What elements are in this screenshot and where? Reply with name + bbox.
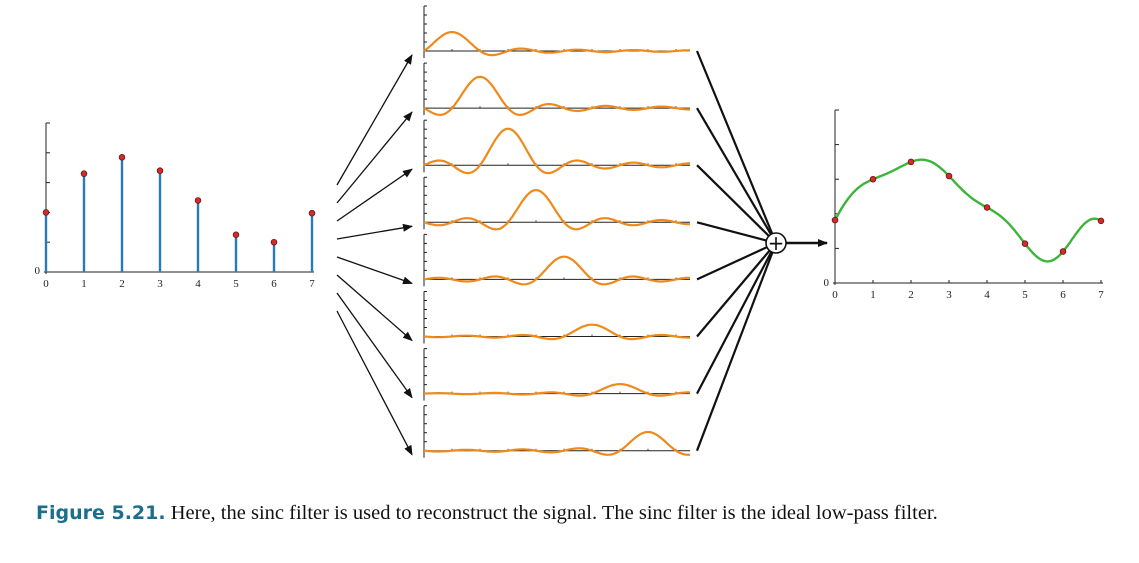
figure-caption: Figure 5.21. Here, the sinc filter is us…	[36, 500, 1136, 526]
output-x-tick-label: 4	[984, 289, 990, 301]
fan-arrow	[336, 256, 413, 285]
input-sample-point	[232, 231, 240, 239]
output-x-tick-label: 3	[946, 289, 952, 301]
fan-arrow	[336, 292, 413, 399]
input-x-tick-label: 6	[271, 278, 277, 290]
sinc-curve	[423, 31, 690, 57]
sum-line	[696, 164, 777, 244]
output-sample-point	[1021, 240, 1029, 247]
sum-line	[696, 242, 777, 281]
sinc-curve	[423, 188, 690, 231]
output-sample-point	[1097, 217, 1105, 225]
input-x-tick-label: 2	[119, 278, 125, 290]
reconstructed-curve	[833, 158, 1102, 263]
fan-arrow	[336, 223, 413, 240]
caption-label: Figure 5.21.	[36, 502, 166, 524]
output-sample-point	[1059, 248, 1067, 255]
sum-line	[696, 242, 777, 395]
fan-arrow	[336, 54, 413, 186]
reconstructed-signal-plot: 0 1 2 3 4 5 6 7 0	[824, 109, 1105, 301]
input-x-tick-label: 3	[157, 278, 163, 290]
input-sample-point	[156, 167, 164, 174]
fan-arrow	[336, 111, 413, 204]
caption-text: Here, the sinc filter is used to reconst…	[170, 502, 938, 524]
sinc-curve	[423, 255, 690, 286]
input-x-tick-label: 7	[309, 278, 315, 290]
sinc-curve	[423, 323, 690, 341]
sinc-curve	[423, 127, 690, 175]
input-sample-point	[118, 154, 126, 161]
input-y-zero-label: 0	[35, 265, 41, 277]
output-sample-point	[869, 175, 877, 183]
sinc-reconstruction-diagram: 0 1 2 3 4 5 6 7 0 + 0 1 2 3 4 5 6 7 0	[35, 5, 1105, 458]
input-x-tick-label: 1	[81, 278, 87, 290]
output-sample-point	[945, 172, 953, 180]
sum-line	[695, 50, 778, 244]
output-sample-point	[831, 216, 839, 224]
fan-arrow	[336, 274, 413, 342]
sum-line	[696, 221, 777, 245]
output-x-tick-label: 6	[1060, 289, 1066, 301]
fan-arrow	[336, 168, 413, 222]
sinc-curve	[423, 430, 691, 456]
input-sample-plot: 0 1 2 3 4 5 6 7 0	[35, 122, 316, 290]
input-sample-point	[308, 209, 316, 217]
sum-line	[696, 107, 777, 244]
input-sample-point	[194, 197, 202, 204]
fan-arrow	[336, 310, 413, 456]
input-sample-point	[42, 209, 50, 216]
input-sample-point	[270, 238, 278, 246]
output-y-zero-label: 0	[824, 277, 830, 289]
sum-line	[696, 242, 777, 338]
distribution-arrows	[336, 54, 413, 456]
output-x-tick-label: 5	[1022, 289, 1028, 301]
input-sample-point	[80, 170, 88, 177]
output-x-tick-label: 7	[1098, 289, 1104, 301]
plus-sign: +	[768, 231, 785, 255]
output-x-tick-label: 2	[908, 289, 914, 301]
input-x-tick-label: 4	[195, 278, 201, 290]
output-x-tick-label: 1	[870, 289, 876, 301]
summation-node: +	[765, 231, 828, 255]
output-sample-point	[907, 158, 915, 166]
input-x-tick-label: 0	[43, 278, 49, 290]
sinc-curve	[423, 383, 690, 397]
output-sample-point	[983, 204, 991, 211]
sinc-component-plots	[423, 5, 691, 458]
summation-lines	[695, 50, 778, 452]
sinc-curve	[423, 75, 690, 117]
sum-line	[695, 242, 778, 452]
output-x-tick-label: 0	[832, 289, 838, 301]
input-x-tick-label: 5	[233, 278, 239, 290]
